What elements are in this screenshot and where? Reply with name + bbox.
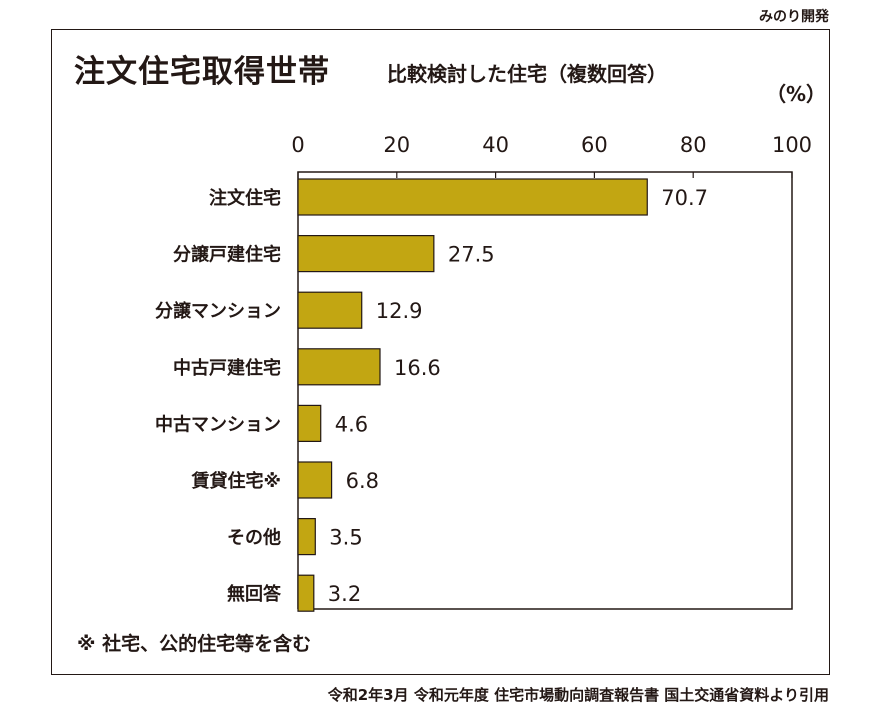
category-label: 賃貸住宅※ [191, 470, 282, 492]
bar [297, 517, 316, 556]
x-tick-label: 40 [482, 133, 509, 157]
value-label: 3.5 [329, 526, 362, 550]
bar [297, 291, 363, 329]
category-label: その他 [227, 527, 281, 549]
x-tick-label: 60 [581, 133, 608, 157]
value-label: 6.8 [346, 469, 379, 493]
value-label: 70.7 [661, 186, 708, 210]
bar [297, 348, 381, 386]
value-label: 12.9 [376, 299, 423, 323]
value-label: 27.5 [448, 243, 495, 267]
chart-subtitle: 比較検討した住宅（複数回答） [387, 62, 667, 86]
x-tick-label: 80 [680, 133, 707, 157]
x-tick-label: 0 [291, 133, 304, 157]
category-label: 中古戸建住宅 [173, 357, 281, 379]
value-label: 4.6 [335, 412, 368, 436]
source-citation: 令和2年3月 令和元年度 住宅市場動向調査報告書 国土交通省資料より引用 [327, 686, 829, 704]
bar [297, 404, 322, 442]
x-tick-label: 20 [383, 133, 410, 157]
brand-name: みのり開発 [759, 9, 829, 25]
chart-title: 注文住宅取得世帯 [74, 54, 330, 90]
category-label: 注文住宅 [209, 187, 281, 209]
category-label: 分譲戸建住宅 [173, 244, 281, 266]
unit-label: （%） [766, 82, 827, 106]
bar [297, 178, 648, 216]
x-tick-label: 100 [772, 133, 812, 157]
bar [297, 461, 333, 499]
value-label: 16.6 [394, 356, 441, 380]
chart-frame [51, 29, 830, 675]
category-label: 分譲マンション [155, 300, 281, 322]
footnote: ※ 社宅、公的住宅等を含む [77, 633, 312, 655]
bar [297, 235, 435, 273]
bar [297, 574, 315, 612]
category-label: 無回答 [227, 583, 282, 605]
value-label: 3.2 [328, 582, 361, 606]
category-label: 中古マンション [155, 413, 281, 435]
